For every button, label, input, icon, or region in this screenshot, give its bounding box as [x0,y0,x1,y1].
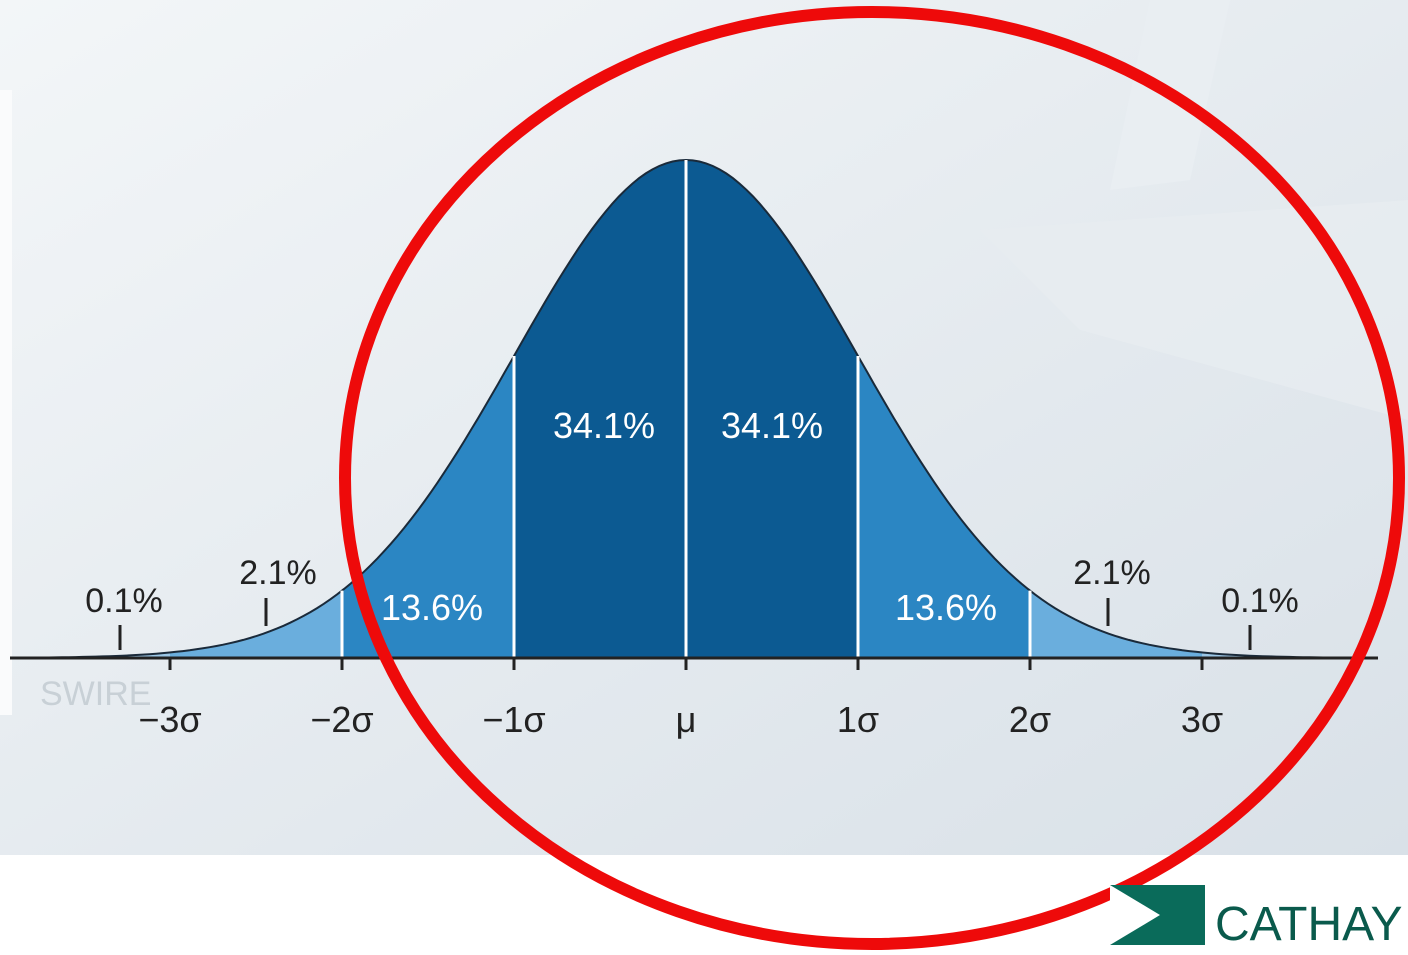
axis-label: 2σ [1009,699,1051,740]
percent-label: 13.6% [895,587,997,628]
slide: SWIRE −3σ −2σ −1σ μ 1σ 2σ 3σ 0.1% 2.1% 13.6% 34.1%… [0,0,1408,955]
percent-label: 0.1% [1221,582,1299,620]
axis-label: μ [676,699,697,740]
percent-label: 34.1% [721,405,823,446]
axis-label: −1σ [482,699,545,740]
percent-label: 0.1% [85,582,163,620]
axis-label: 3σ [1181,699,1223,740]
percent-label: 13.6% [381,587,483,628]
axis-label: −3σ [138,699,201,740]
axis-label: 1σ [837,699,879,740]
cathay-logo: CATHAY [1215,898,1403,951]
side-panel [0,90,12,715]
swire-logo: SWIRE [40,675,151,713]
percent-label: 2.1% [1073,554,1151,592]
percent-label: 34.1% [553,405,655,446]
axis-label: −2σ [310,699,373,740]
percent-label: 2.1% [239,554,317,592]
